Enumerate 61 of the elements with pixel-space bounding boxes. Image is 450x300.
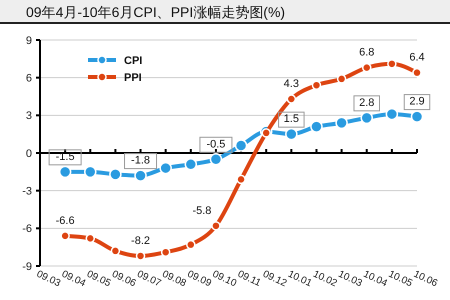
x-tick-label: 09.06 [110,268,138,290]
x-tick-label: 09.12 [260,268,289,290]
point [387,59,397,69]
point [336,74,346,84]
data-label: -8.2 [131,234,150,247]
x-tick-label: 10.02 [311,268,339,290]
point [84,166,97,178]
y-tick-label: 3 [26,110,32,122]
y-tick-label: 6 [26,72,32,85]
data-label: -1.8 [131,154,150,167]
data-label: -1.5 [56,150,75,163]
point [410,110,424,123]
x-tick-label: 09.04 [60,268,88,290]
point [412,68,422,78]
x-tick-label: 10.06 [412,268,440,290]
point [362,62,372,72]
point [110,246,120,256]
point [386,108,398,120]
legend-label: PPI [124,72,142,84]
x-tick-label: 09.05 [85,268,113,290]
point [310,120,323,133]
point [186,240,196,250]
legend-label: CPI [124,54,142,67]
y-tick-label: 0 [26,148,32,160]
data-label: 2.8 [359,96,374,109]
x-tick-label: 09.08 [160,268,188,290]
y-tick-label: -3 [22,186,32,198]
point [136,251,146,261]
y-tick-label: -6 [22,223,32,236]
point [286,94,296,104]
x-tick-label: 09.03 [34,268,62,290]
point [236,174,246,184]
x-tick-label: 09.09 [186,268,214,290]
point [58,166,72,178]
point [335,116,348,130]
x-tick-label: 09.10 [210,268,238,290]
point [109,168,122,181]
data-label: 6.4 [409,52,425,64]
data-label: 2.9 [409,96,425,108]
data-label: -6.6 [56,214,75,227]
data-label: 1.5 [284,113,299,126]
point [360,112,373,124]
y-tick-label: -9 [22,260,32,273]
x-tick-label: 09.07 [135,268,163,290]
point [86,234,96,244]
point [285,128,298,140]
data-label: -0.5 [206,138,226,150]
point [159,162,172,174]
data-label: 6.8 [359,46,374,59]
y-tick-label: 9 [26,34,32,47]
point [134,169,147,182]
point [261,128,271,138]
x-tick-label: 10.01 [286,268,314,290]
data-label: 4.3 [284,78,299,90]
point [234,139,248,152]
point [60,231,70,241]
data-label: -5.8 [192,204,212,217]
x-tick-label: 09.11 [236,268,263,290]
chart-title: 09年4月-10年6月CPI、PPI涨幅走势图(%) [26,4,286,20]
x-tick-label: 10.05 [386,268,414,290]
point [211,221,221,231]
